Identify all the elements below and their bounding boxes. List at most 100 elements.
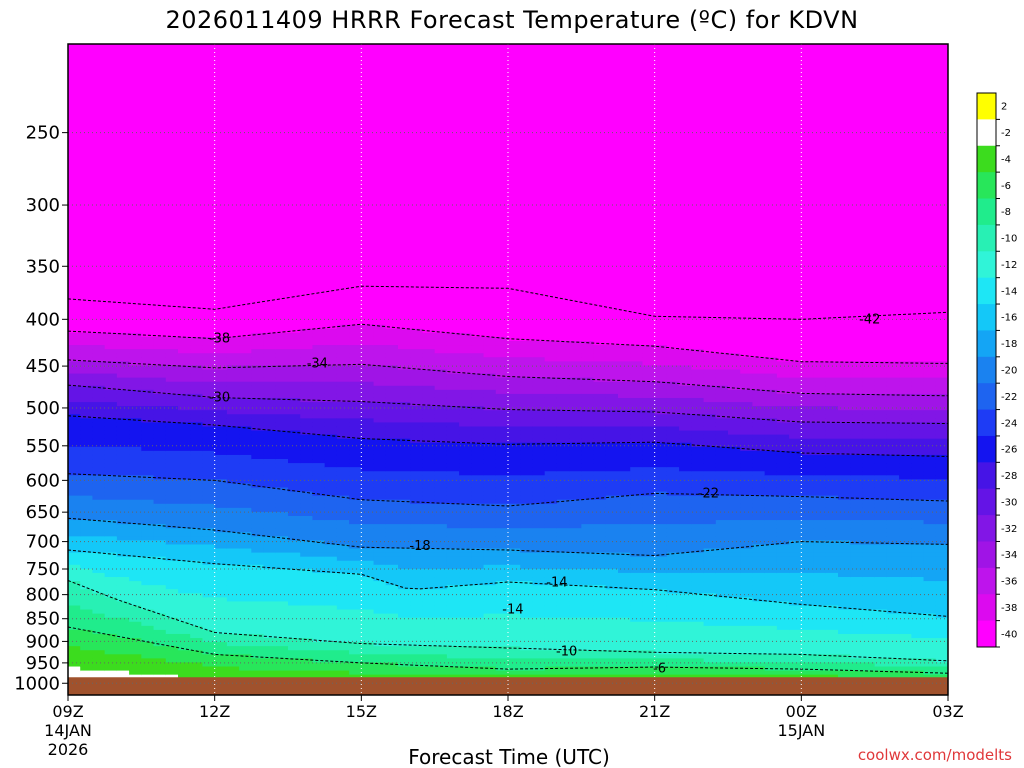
- fill-cell: [373, 503, 387, 509]
- fill-cell: [141, 141, 155, 147]
- fill-cell: [434, 105, 448, 110]
- fill-cell: [288, 218, 301, 224]
- fill-cell: [239, 629, 252, 635]
- fill-cell: [251, 223, 265, 228]
- fill-cell: [385, 157, 399, 163]
- fill-cell: [190, 153, 204, 159]
- fill-cell: [300, 515, 314, 521]
- fill-cell: [141, 243, 155, 249]
- fill-cell: [275, 674, 289, 680]
- fill-cell: [263, 471, 277, 476]
- fill-cell: [153, 507, 167, 513]
- fill-cell: [275, 153, 289, 159]
- fill-cell: [434, 227, 448, 232]
- fill-cell: [385, 113, 399, 118]
- fill-cell: [226, 418, 240, 423]
- fill-cell: [275, 117, 289, 122]
- fill-cell: [324, 288, 338, 293]
- fill-cell: [385, 674, 399, 680]
- fill-cell: [336, 60, 350, 65]
- fill-cell: [398, 621, 411, 627]
- fill-cell: [434, 361, 448, 367]
- fill-cell: [422, 536, 436, 541]
- fill-cell: [141, 227, 155, 232]
- fill-cell: [116, 621, 130, 627]
- fill-cell: [178, 556, 191, 562]
- fill-cell: [129, 56, 142, 61]
- fill-cell: [251, 638, 265, 643]
- fill-cell: [288, 349, 301, 354]
- fill-cell: [422, 430, 436, 436]
- fill-cell: [349, 100, 362, 106]
- fill-cell: [422, 662, 436, 668]
- fill-cell: [385, 446, 399, 452]
- fill-cell: [165, 255, 179, 261]
- fill-cell: [141, 633, 155, 639]
- fill-cell: [312, 186, 326, 192]
- fill-cell: [275, 292, 289, 297]
- fill-cell: [288, 292, 301, 297]
- fill-cell: [312, 426, 326, 432]
- fill-cell: [165, 161, 179, 167]
- fill-cell: [178, 381, 191, 387]
- fill-cell: [336, 621, 350, 627]
- fill-cell: [373, 296, 387, 301]
- fill-cell: [214, 96, 228, 102]
- fill-cell: [398, 308, 411, 314]
- fill-cell: [153, 288, 167, 293]
- fill-cell: [324, 393, 338, 399]
- fill-cell: [104, 532, 118, 537]
- fill-cell: [312, 133, 326, 139]
- fill-cell: [190, 556, 204, 562]
- fill-cell: [226, 446, 240, 452]
- fill-cell: [214, 52, 228, 57]
- fill-cell: [422, 133, 436, 139]
- fill-cell: [385, 121, 399, 126]
- fill-cell: [336, 320, 350, 326]
- fill-cell: [349, 654, 362, 659]
- fill-cell: [153, 467, 167, 472]
- fill-cell: [275, 353, 289, 358]
- fill-cell: [410, 68, 424, 74]
- fill-cell: [92, 239, 106, 244]
- fill-cell: [263, 214, 277, 220]
- fill-cell: [141, 239, 155, 244]
- fill-cell: [263, 532, 277, 537]
- fill-cell: [373, 515, 387, 521]
- fill-cell: [226, 499, 240, 505]
- fill-cell: [129, 198, 142, 204]
- fill-cell: [263, 593, 277, 598]
- fill-cell: [178, 336, 191, 342]
- fill-cell: [349, 357, 362, 362]
- fill-cell: [80, 568, 94, 574]
- fill-cell: [434, 568, 448, 574]
- fill-cell: [226, 259, 240, 265]
- fill-cell: [373, 345, 387, 350]
- fill-cell: [349, 263, 362, 269]
- fill-cell: [410, 84, 424, 90]
- fill-cell: [68, 402, 81, 407]
- fill-cell: [92, 483, 106, 489]
- fill-cell: [361, 511, 375, 517]
- fill-cell: [300, 426, 314, 432]
- fill-cell: [226, 223, 240, 228]
- fill-cell: [80, 450, 94, 456]
- fill-cell: [190, 44, 204, 49]
- fill-cell: [141, 133, 155, 139]
- fill-cell: [288, 552, 301, 558]
- fill-cell: [275, 125, 289, 131]
- fill-cell: [214, 564, 228, 570]
- fill-cell: [178, 288, 191, 293]
- fill-cell: [422, 601, 436, 607]
- fill-cell: [190, 72, 204, 78]
- fill-cell: [385, 214, 399, 220]
- fill-cell: [361, 662, 375, 668]
- fill-cell: [422, 633, 436, 639]
- fill-cell: [361, 446, 375, 452]
- fill-cell: [80, 153, 94, 159]
- fill-cell: [336, 157, 350, 163]
- fill-cell: [398, 251, 411, 257]
- fill-cell: [349, 475, 362, 480]
- fill-cell: [336, 564, 350, 570]
- fill-cell: [68, 214, 81, 220]
